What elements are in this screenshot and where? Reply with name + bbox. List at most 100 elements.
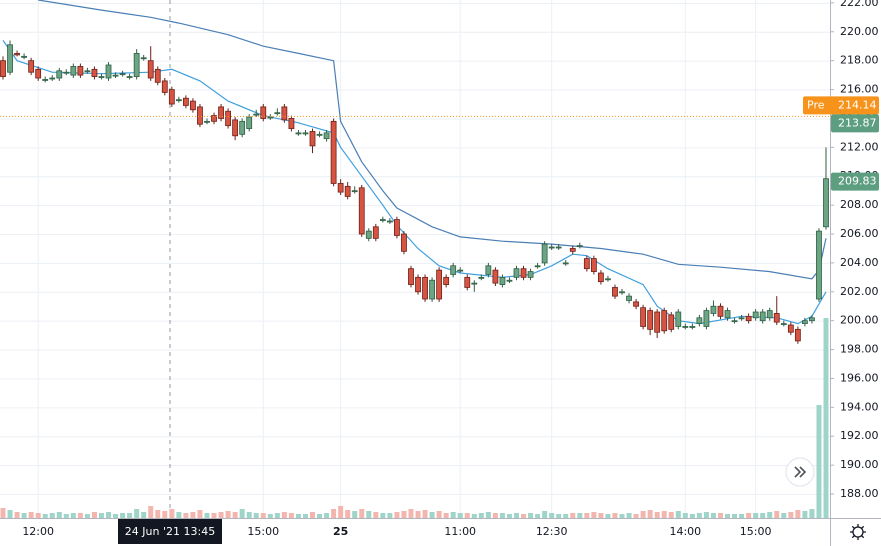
- candle-body: [147, 60, 154, 79]
- volume-bar: [535, 514, 541, 518]
- candle-body: [626, 295, 632, 301]
- y-tick-label: 216.00: [840, 83, 879, 96]
- candle-body: [640, 307, 647, 327]
- candle-body: [647, 310, 654, 330]
- candle-body: [168, 89, 175, 105]
- volume-bar: [717, 513, 723, 518]
- candle-body: [28, 60, 35, 73]
- volume-bar: [802, 511, 808, 518]
- volume-bar: [281, 512, 287, 518]
- candle-body: [133, 53, 140, 77]
- volume-bar: [654, 512, 660, 518]
- badge-name: Pre: [807, 98, 825, 111]
- volume-bar: [338, 506, 344, 518]
- candle-body: [218, 106, 224, 119]
- candle-body: [809, 317, 815, 322]
- candle-body: [612, 287, 618, 297]
- candle-body: [105, 64, 112, 79]
- volume-bar: [760, 513, 766, 518]
- candle-body: [548, 246, 555, 249]
- candle-body: [654, 311, 661, 333]
- candle-body: [239, 120, 246, 135]
- volume-bar: [626, 513, 632, 518]
- candle-body: [182, 97, 189, 106]
- candle-body: [401, 233, 407, 252]
- settings-button[interactable]: [850, 524, 866, 540]
- candle-body: [562, 262, 569, 265]
- candle-body: [190, 100, 196, 111]
- candle-body: [112, 74, 119, 77]
- volume-bar: [274, 513, 280, 518]
- volume-bar: [774, 511, 780, 518]
- y-tick-label: 212.00: [840, 140, 879, 153]
- volume-bar: [408, 509, 414, 518]
- volume-bar: [478, 513, 484, 518]
- axes: 188.00 190.00 192.00 194.00 196.00 198.00 200.…: [22, 0, 879, 544]
- volume-bar: [696, 513, 702, 518]
- candle-body: [450, 265, 457, 275]
- candle-body: [337, 183, 344, 193]
- y-tick-label: 200.00: [840, 314, 879, 327]
- candle-body: [541, 243, 548, 264]
- candle-body: [204, 120, 210, 123]
- x-tick-label: 15:00: [247, 525, 279, 538]
- volume-bar: [310, 512, 316, 518]
- volume-bar: [542, 511, 548, 518]
- volume-bar: [703, 512, 709, 518]
- y-tick-label: 218.00: [840, 54, 879, 67]
- candle-body: [633, 301, 639, 307]
- volume-bar: [598, 513, 604, 518]
- candle-body: [527, 271, 534, 278]
- volume-bar: [436, 511, 442, 518]
- candle-body: [372, 226, 379, 239]
- candle-body: [260, 106, 267, 119]
- volume-bar: [225, 511, 231, 518]
- volume-bar: [732, 514, 738, 518]
- candle-body: [661, 310, 668, 332]
- volume-bar: [563, 514, 569, 518]
- volume-bar: [120, 513, 126, 518]
- volume-bar: [98, 513, 104, 518]
- candle-body: [759, 311, 766, 322]
- candle-body: [323, 132, 330, 140]
- x-tick-label: 12:30: [536, 525, 568, 538]
- volume-bar: [267, 514, 273, 518]
- candle-body: [478, 276, 485, 279]
- volume-bar: [380, 513, 386, 518]
- volume-bar: [668, 512, 674, 518]
- scroll-icon[interactable]: [794, 466, 807, 478]
- candle-body: [0, 60, 6, 77]
- volume-bar: [753, 513, 759, 518]
- y-tick-label: 194.00: [840, 400, 879, 413]
- indicator-line: [38, 0, 827, 280]
- candle-body: [7, 44, 13, 73]
- candle-body: [35, 68, 42, 79]
- volume-bar: [197, 510, 203, 518]
- volume-bar: [506, 514, 512, 518]
- candle-body: [668, 314, 675, 330]
- candle-body: [457, 269, 464, 272]
- y-tick-label: 192.00: [840, 429, 879, 442]
- candle-body: [77, 66, 84, 76]
- candle-body: [161, 80, 168, 93]
- candle-body: [794, 328, 801, 342]
- candle-body: [766, 310, 773, 319]
- candle-body: [91, 68, 98, 77]
- volume-bar: [295, 514, 301, 518]
- volume-bar: [591, 512, 597, 518]
- candle-body: [823, 178, 829, 228]
- candle-body: [225, 110, 231, 127]
- volume-bar: [689, 514, 695, 518]
- gear-teeth[interactable]: [850, 524, 866, 540]
- candle-body: [344, 185, 351, 197]
- candle-body: [506, 279, 513, 282]
- volume-bar: [710, 513, 716, 518]
- volume-bar: [739, 514, 745, 518]
- volume-bar: [345, 510, 351, 518]
- volume-bar: [661, 511, 667, 518]
- volume-bar: [14, 512, 20, 518]
- scroll-button[interactable]: [785, 457, 815, 487]
- volume-bar: [443, 513, 449, 518]
- volume-bar: [795, 510, 801, 518]
- candle-body: [773, 313, 780, 323]
